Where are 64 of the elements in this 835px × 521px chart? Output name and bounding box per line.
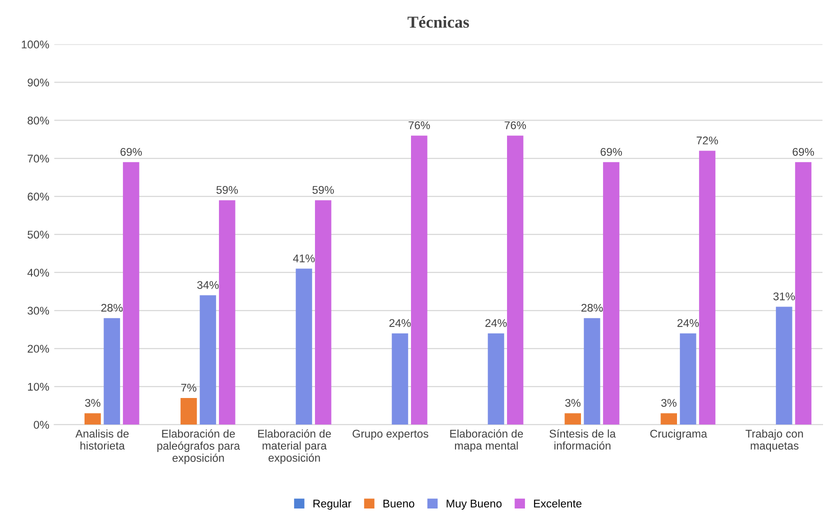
y-tick-label: 30% bbox=[28, 306, 50, 315]
data-label: 3% bbox=[85, 398, 100, 407]
bar bbox=[180, 398, 197, 425]
x-tick-label: Elaboración de paleógrafos para exposición bbox=[157, 429, 240, 464]
data-label: 76% bbox=[408, 121, 430, 130]
bar bbox=[200, 295, 216, 425]
data-label: 34% bbox=[197, 281, 219, 289]
bar bbox=[699, 150, 716, 425]
bar bbox=[680, 333, 696, 425]
x-tick-label: Analisis de historieta bbox=[75, 429, 129, 450]
y-tick-label: 20% bbox=[28, 344, 50, 353]
data-label: 3% bbox=[565, 398, 580, 407]
bar bbox=[776, 306, 792, 425]
data-label: 41% bbox=[293, 254, 315, 262]
bar bbox=[795, 162, 812, 425]
data-label: 24% bbox=[677, 319, 699, 327]
data-label: 24% bbox=[485, 319, 507, 327]
data-label: 59% bbox=[216, 186, 238, 194]
legend-label: Bueno bbox=[384, 500, 414, 508]
bar bbox=[392, 333, 408, 425]
data-label: 7% bbox=[181, 384, 196, 392]
data-label: 28% bbox=[581, 304, 603, 312]
data-label: 69% bbox=[792, 148, 814, 156]
bar bbox=[218, 200, 236, 425]
x-tick-label: Grupo expertos bbox=[352, 430, 428, 440]
data-label: 28% bbox=[101, 304, 123, 312]
bar bbox=[411, 136, 428, 425]
legend-label: Muy Bueno bbox=[446, 500, 502, 510]
x-tick-label: Elaboración de material para exposición bbox=[258, 429, 331, 464]
bar bbox=[660, 413, 677, 425]
data-label: 31% bbox=[773, 292, 795, 300]
y-tick-label: 60% bbox=[28, 192, 50, 201]
data-label: 24% bbox=[389, 319, 411, 327]
data-label: 76% bbox=[504, 121, 526, 130]
x-tick-label: Crucigrama bbox=[650, 429, 708, 440]
bar bbox=[296, 268, 312, 425]
y-tick-label: 10% bbox=[28, 382, 50, 391]
y-tick-label: 80% bbox=[28, 116, 50, 124]
y-tick-label: 100% bbox=[22, 40, 50, 48]
y-tick-label: 0% bbox=[34, 420, 50, 429]
x-tick-label: Síntesis de la información bbox=[550, 429, 616, 450]
data-label: 59% bbox=[312, 186, 334, 194]
bar bbox=[507, 136, 524, 425]
data-label: 72% bbox=[696, 136, 718, 144]
bar bbox=[603, 162, 620, 425]
y-tick-label: 90% bbox=[28, 78, 50, 86]
bar bbox=[564, 413, 581, 425]
data-label: 3% bbox=[661, 398, 676, 407]
chart-title: Técnicas bbox=[408, 16, 469, 28]
y-tick-label: 70% bbox=[28, 154, 50, 163]
bar bbox=[584, 318, 600, 425]
data-label: 69% bbox=[600, 148, 622, 156]
legend-label: Regular bbox=[313, 499, 352, 510]
y-tick-label: 40% bbox=[27, 268, 50, 277]
y-tick-label: 50% bbox=[28, 230, 50, 239]
bar bbox=[488, 333, 504, 425]
x-tick-label: Elaboración de mapa mental bbox=[450, 429, 523, 452]
x-tick-label: Trabajo con maquetas bbox=[746, 429, 803, 452]
bar bbox=[84, 413, 101, 425]
bar bbox=[122, 162, 140, 425]
bar bbox=[314, 200, 332, 425]
legend-label: Excelente bbox=[534, 499, 582, 508]
data-label: 69% bbox=[120, 148, 142, 156]
bar bbox=[104, 318, 120, 425]
